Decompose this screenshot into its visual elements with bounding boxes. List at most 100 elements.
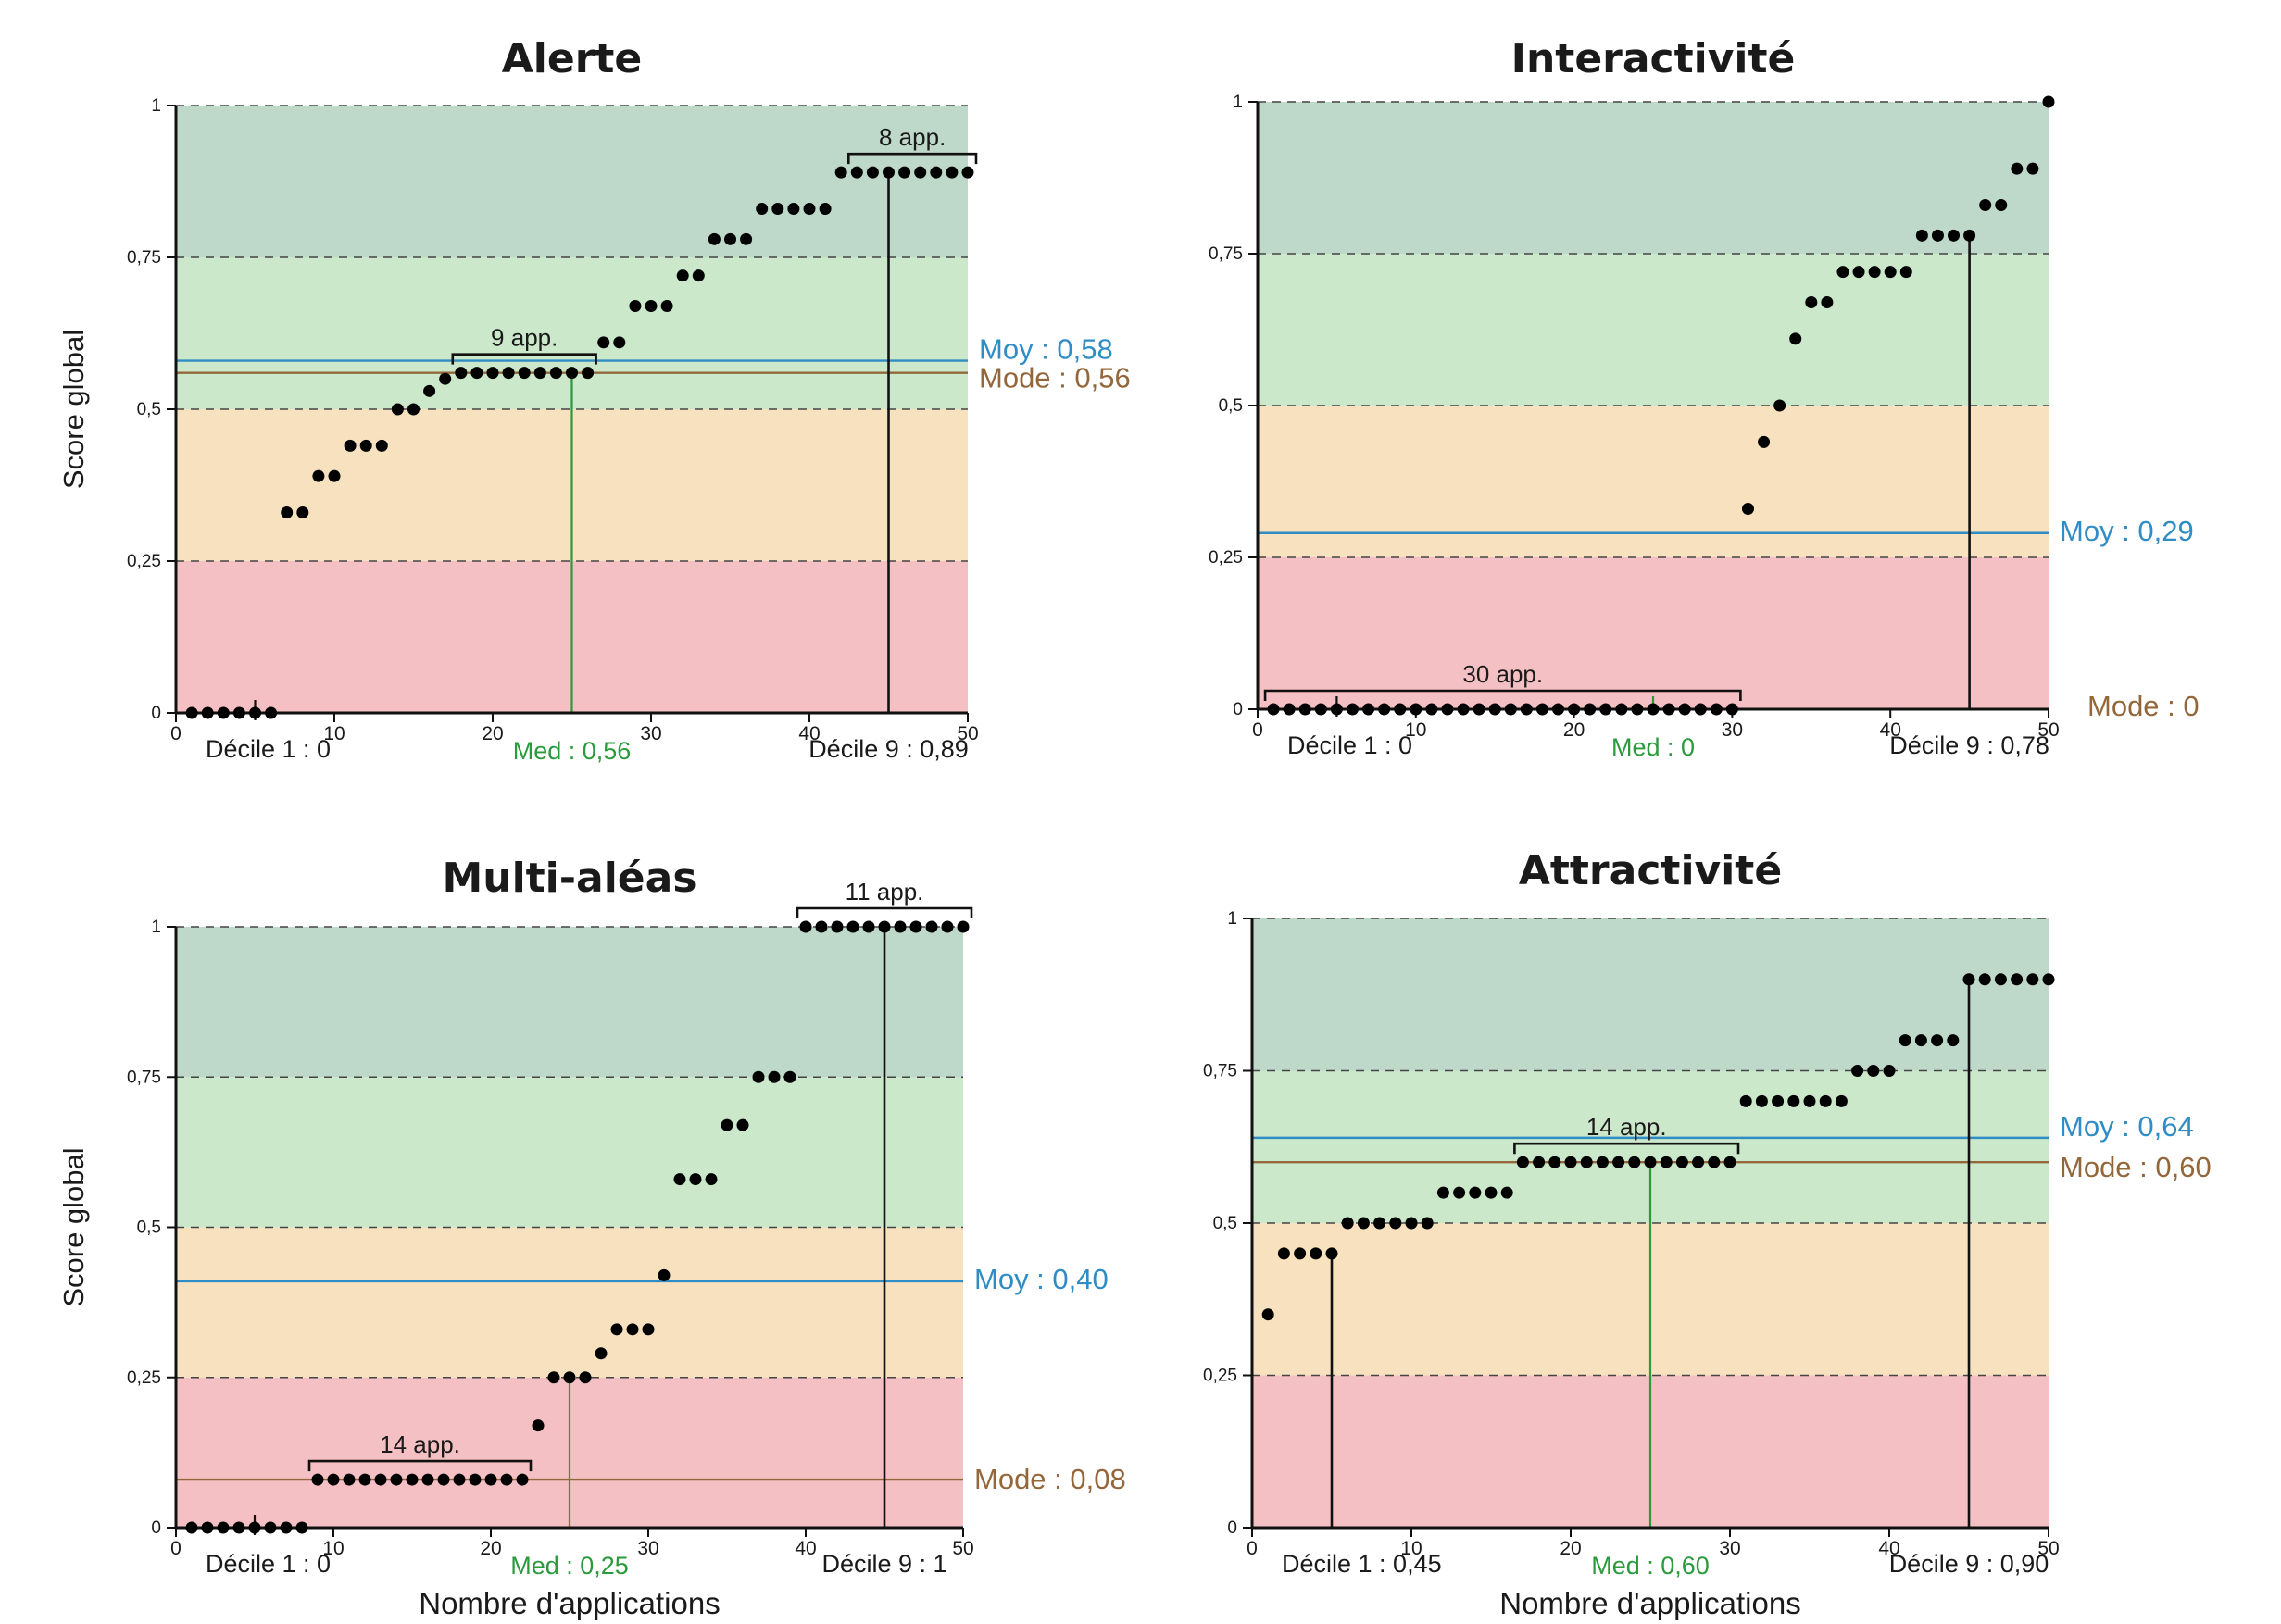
data-point xyxy=(1469,1186,1482,1199)
group-bracket xyxy=(847,152,978,165)
data-point xyxy=(850,166,863,179)
group-count-label: 30 app. xyxy=(1462,660,1543,688)
data-point xyxy=(941,920,954,933)
data-point xyxy=(613,336,626,349)
data-point xyxy=(518,367,531,380)
decile-9-label: Décile 9 : 0,90 xyxy=(1889,1550,2049,1578)
data-point xyxy=(1612,1156,1625,1168)
data-point xyxy=(1596,1156,1609,1168)
decile-1-label: Décile 1 : 0,45 xyxy=(1282,1550,1442,1578)
data-point xyxy=(1805,295,1818,308)
decile-1-label: Décile 1 : 0 xyxy=(1287,731,1412,759)
data-point xyxy=(328,469,341,482)
x-tick-label: 10 xyxy=(1405,719,1426,741)
data-point xyxy=(312,469,325,482)
data-point xyxy=(1520,703,1533,716)
x-tick-label: 10 xyxy=(323,723,345,744)
data-point xyxy=(783,1070,796,1083)
data-point xyxy=(1821,295,1834,308)
data-point xyxy=(1599,703,1612,716)
data-point xyxy=(878,920,891,933)
data-point xyxy=(1787,1094,1800,1107)
y-tick-label: 0 xyxy=(1227,1518,1237,1538)
x-tick-label: 30 xyxy=(637,1538,658,1559)
chart-title: Attractivité xyxy=(1519,847,1782,894)
data-point xyxy=(597,336,610,349)
data-point xyxy=(771,203,784,216)
data-point xyxy=(629,299,642,312)
score-band xyxy=(176,927,963,1078)
data-point xyxy=(549,367,562,380)
x-tick-label: 30 xyxy=(1722,719,1743,741)
data-point xyxy=(201,1521,214,1534)
y-axis-title: Score global xyxy=(57,1147,90,1306)
data-point xyxy=(705,1173,718,1186)
data-point xyxy=(866,166,879,179)
data-point xyxy=(1773,399,1786,412)
data-point xyxy=(1915,229,1928,242)
decile-9-label: Décile 9 : 0,89 xyxy=(808,735,969,763)
data-point xyxy=(1394,703,1407,716)
data-point xyxy=(1694,703,1707,716)
data-point xyxy=(673,1173,686,1186)
data-point xyxy=(1662,703,1675,716)
x-tick-label: 40 xyxy=(798,723,820,744)
data-point xyxy=(642,1323,655,1336)
score-band xyxy=(176,1227,963,1378)
data-point xyxy=(579,1371,592,1384)
y-tick-label: 0,5 xyxy=(1219,396,1243,416)
data-point xyxy=(533,367,546,380)
mean-label: Moy : 0,58 xyxy=(979,333,1113,366)
data-point xyxy=(626,1323,639,1336)
score-band xyxy=(176,106,968,257)
x-tick-label: 10 xyxy=(322,1538,344,1559)
median-label: Med : 0 xyxy=(1611,733,1695,761)
group-bracket xyxy=(1263,689,1742,701)
data-point xyxy=(1441,703,1454,716)
data-point xyxy=(1584,703,1597,716)
data-point xyxy=(1261,1308,1274,1321)
data-point xyxy=(407,403,420,416)
data-point xyxy=(692,269,705,282)
data-point xyxy=(484,1473,497,1486)
x-tick-label: 0 xyxy=(1252,719,1263,741)
data-point xyxy=(658,1268,671,1281)
mode-label: Mode : 0,60 xyxy=(2060,1151,2212,1183)
data-point xyxy=(1979,199,1992,212)
decile-9-label: Décile 9 : 0,78 xyxy=(1889,731,2049,759)
data-point xyxy=(787,203,800,216)
data-point xyxy=(1739,1094,1752,1107)
data-point xyxy=(1692,1156,1705,1168)
data-point xyxy=(1310,1247,1322,1260)
data-point xyxy=(1568,703,1581,716)
data-point xyxy=(1852,266,1865,279)
data-point xyxy=(1978,973,1991,986)
data-point xyxy=(582,367,595,380)
data-point xyxy=(2011,162,2024,175)
data-point xyxy=(516,1473,529,1486)
median-label: Med : 0,56 xyxy=(513,737,632,765)
group-count-label: 11 app. xyxy=(846,878,924,906)
data-point xyxy=(437,1473,450,1486)
data-point xyxy=(1868,266,1881,279)
data-point xyxy=(423,384,436,397)
data-point xyxy=(1516,1156,1529,1168)
x-tick-label: 40 xyxy=(795,1538,816,1559)
data-point xyxy=(1552,703,1565,716)
data-point xyxy=(343,1473,356,1486)
data-point xyxy=(1660,1156,1673,1168)
data-point xyxy=(453,1473,466,1486)
group-count-label: 8 app. xyxy=(879,123,946,151)
data-point xyxy=(1631,703,1644,716)
x-tick-label: 50 xyxy=(957,723,978,744)
data-point xyxy=(834,166,847,179)
data-point xyxy=(344,439,357,452)
data-point xyxy=(185,1521,198,1534)
data-point xyxy=(914,166,927,179)
data-point xyxy=(1931,1034,1944,1047)
x-axis-title: Nombre d'applications xyxy=(419,1586,720,1620)
data-point xyxy=(1755,1094,1768,1107)
data-point xyxy=(295,1521,308,1534)
